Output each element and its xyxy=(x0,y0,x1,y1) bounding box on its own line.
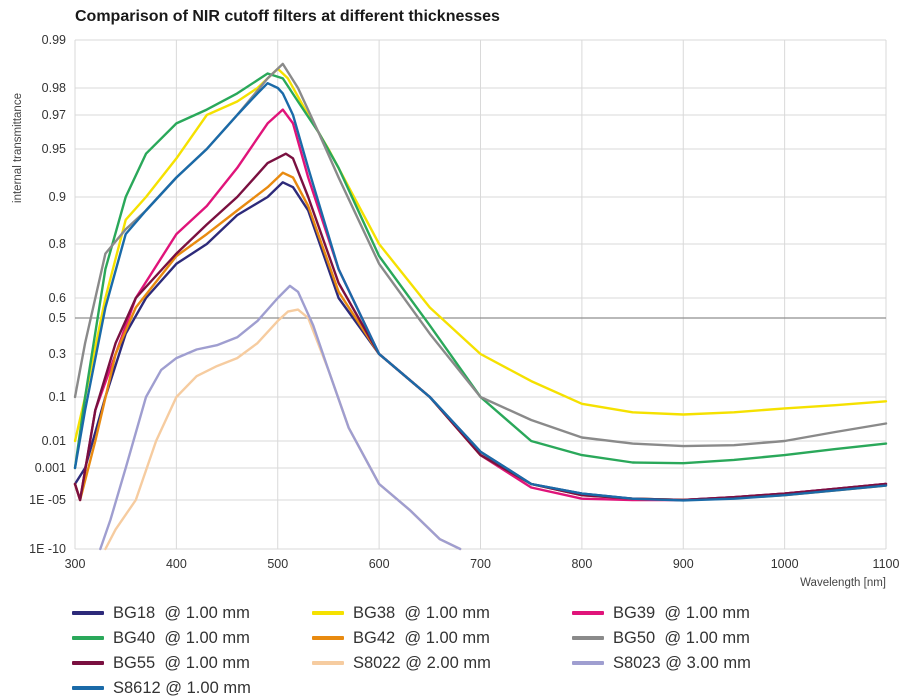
legend-label: BG50 @ 1.00 mm xyxy=(613,628,750,647)
x-tick-label: 700 xyxy=(470,557,491,571)
legend-swatch xyxy=(72,636,104,640)
series-line xyxy=(104,308,462,551)
legend-swatch xyxy=(72,686,104,690)
y-tick-label: 1E -10 xyxy=(29,542,66,556)
legend-swatch xyxy=(312,611,344,615)
legend-item: BG55 @ 1.00 mm xyxy=(72,653,250,673)
chart-plot: 0.99 0.98 0.97 0.95 0.9 0.8 0.6 0.5 0.3 0.1 0.01 0.… xyxy=(12,33,900,589)
x-tick-label: 1000 xyxy=(771,557,799,571)
legend-swatch xyxy=(572,611,604,615)
legend-item: S8612 @ 1.00 mm xyxy=(72,678,251,698)
legend-label: BG38 @ 1.00 mm xyxy=(353,603,490,622)
legend-label: BG18 @ 1.00 mm xyxy=(113,603,250,622)
y-tick-label: 0.9 xyxy=(49,190,66,204)
legend-item: BG42 @ 1.00 mm xyxy=(312,628,490,648)
legend-item: BG38 @ 1.00 mm xyxy=(312,603,490,623)
x-tick-label: 500 xyxy=(267,557,288,571)
legend-swatch xyxy=(312,636,344,640)
legend-item: S8023 @ 3.00 mm xyxy=(572,653,751,673)
legend-label: BG40 @ 1.00 mm xyxy=(113,628,250,647)
legend-item: BG39 @ 1.00 mm xyxy=(572,603,750,623)
y-tick-label: 0.99 xyxy=(42,33,66,47)
y-tick-label: 0.001 xyxy=(35,461,66,475)
y-tick-label: 0.6 xyxy=(49,291,66,305)
legend-swatch xyxy=(572,661,604,665)
legend-label: S8023 @ 3.00 mm xyxy=(613,653,751,672)
legend-item: S8022 @ 2.00 mm xyxy=(312,653,491,673)
y-tick-label: 0.95 xyxy=(42,142,66,156)
x-tick-label: 300 xyxy=(65,557,86,571)
chart-series xyxy=(73,62,888,551)
y-tick-label: 0.98 xyxy=(42,81,66,95)
legend-item: BG50 @ 1.00 mm xyxy=(572,628,750,648)
legend-swatch xyxy=(312,661,344,665)
y-tick-label: 1E -05 xyxy=(29,493,66,507)
x-tick-label: 400 xyxy=(166,557,187,571)
x-tick-label: 600 xyxy=(369,557,390,571)
chart-title: Comparison of NIR cutoff filters at diff… xyxy=(75,8,500,25)
legend-label: S8612 @ 1.00 mm xyxy=(113,678,251,697)
y-tick-label: 0.8 xyxy=(49,237,66,251)
x-tick-label: 1100 xyxy=(873,557,900,571)
x-axis-label: Wavelength [nm] xyxy=(800,577,886,589)
legend-swatch xyxy=(572,636,604,640)
x-tick-label: 900 xyxy=(673,557,694,571)
legend-label: S8022 @ 2.00 mm xyxy=(353,653,491,672)
y-tick-label: 0.1 xyxy=(49,390,66,404)
x-tick-labels: 300 400 500 600 700 800 900 1000 1100 xyxy=(65,557,900,571)
legend-item: BG40 @ 1.00 mm xyxy=(72,628,250,648)
y-tick-label: 0.5 xyxy=(49,311,66,325)
legend-swatch xyxy=(72,611,104,615)
legend-label: BG39 @ 1.00 mm xyxy=(613,603,750,622)
legend-item: BG18 @ 1.00 mm xyxy=(72,603,250,623)
x-tick-label: 800 xyxy=(571,557,592,571)
y-tick-label: 0.97 xyxy=(42,108,66,122)
series-line xyxy=(73,72,888,470)
series-line xyxy=(73,82,888,502)
series-line xyxy=(99,284,462,551)
chart-grid xyxy=(74,39,887,550)
y-axis-label: internal transmittance xyxy=(12,93,24,203)
y-tick-label: 0.01 xyxy=(42,434,66,448)
legend-label: BG42 @ 1.00 mm xyxy=(353,628,490,647)
y-tick-labels: 0.99 0.98 0.97 0.95 0.9 0.8 0.6 0.5 0.3 0.1 0.01 0.… xyxy=(29,33,66,556)
y-tick-label: 0.3 xyxy=(49,347,66,361)
legend-label: BG55 @ 1.00 mm xyxy=(113,653,250,672)
legend-swatch xyxy=(72,661,104,665)
